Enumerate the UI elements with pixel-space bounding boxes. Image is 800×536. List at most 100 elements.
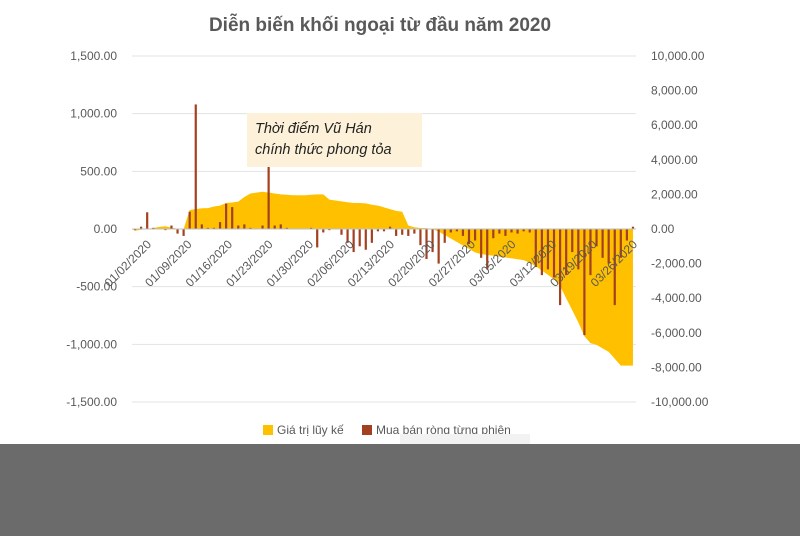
legend: Giá trị lũy kế Mua bán ròng từng phiên (263, 423, 511, 437)
daily-net-bar (206, 227, 209, 229)
annotation-callout: Thời điểm Vũ Hán chính thức phong tỏa (247, 113, 422, 167)
daily-net-bar (407, 229, 410, 236)
daily-net-bar (516, 229, 519, 234)
daily-net-bar (455, 229, 458, 232)
legend-label-daily-net: Mua bán ròng từng phiên (376, 423, 511, 437)
daily-net-bar (601, 229, 604, 258)
legend-label-cumulative: Giá trị lũy kế (277, 423, 344, 437)
daily-net-bar (285, 227, 288, 229)
daily-net-bar (419, 229, 422, 246)
left-axis-tick-label: 1,000.00 (70, 107, 117, 121)
daily-net-bar (546, 229, 550, 270)
cumulative-area (132, 191, 633, 366)
daily-net-bar (200, 224, 203, 229)
daily-net-bar (146, 212, 149, 229)
daily-net-bar (534, 229, 537, 268)
daily-net-bar (382, 229, 386, 232)
daily-net-bar (182, 229, 185, 236)
daily-net-bar (467, 229, 471, 244)
daily-net-bar (625, 229, 628, 241)
daily-net-bar (310, 227, 313, 229)
daily-net-bar (170, 225, 173, 229)
daily-net-bar (152, 227, 155, 229)
legend-overlay-strip (400, 434, 530, 446)
legend-swatch-daily-net (362, 425, 372, 435)
daily-net-bar (249, 227, 252, 229)
daily-net-bar (528, 229, 531, 233)
daily-net-bar (243, 224, 246, 229)
daily-net-bar (565, 229, 568, 276)
daily-net-bar (340, 229, 343, 235)
daily-net-bar (607, 229, 610, 264)
daily-net-bar (492, 229, 495, 239)
daily-net-bar (589, 229, 592, 276)
daily-net-bar (225, 203, 228, 229)
daily-net-bar (461, 229, 465, 236)
annotation-line-2: chính thức phong tỏa (255, 142, 392, 158)
daily-net-bar (376, 229, 380, 232)
daily-net-bar (237, 225, 240, 229)
right-axis-tick-label: -8,000.00 (651, 360, 702, 374)
annotation-line-1: Thời điểm Vũ Hán (255, 121, 372, 137)
left-axis-tick-label: 1,500.00 (70, 49, 117, 63)
daily-net-bar (595, 229, 598, 247)
daily-net-bar (212, 227, 216, 229)
daily-net-bar (473, 229, 477, 241)
area-layer (132, 191, 633, 366)
right-axis-tick-label: 8,000.00 (651, 84, 698, 98)
right-axis-ticks: 10,000.00 8,000.00 6,000.00 4,000.00 2,000.0… (651, 49, 709, 409)
daily-net-bar (395, 229, 398, 236)
daily-net-bar (231, 207, 234, 229)
daily-net-bar (577, 229, 580, 270)
daily-net-bar (480, 229, 483, 258)
bottom-gray-band (0, 444, 800, 536)
legend-swatch-cumulative (263, 425, 273, 435)
right-axis-tick-label: 4,000.00 (651, 153, 698, 167)
daily-net-bar (273, 225, 276, 229)
daily-net-bar (619, 229, 622, 258)
daily-net-bar (316, 229, 319, 248)
daily-net-bar (437, 229, 440, 264)
daily-net-bar (176, 229, 179, 234)
right-axis-tick-label: 6,000.00 (651, 118, 698, 132)
daily-net-bar (486, 229, 489, 270)
daily-net-bar (188, 211, 191, 229)
left-axis-tick-label: -500.00 (76, 280, 117, 294)
bar-layer (133, 104, 635, 336)
right-axis-tick-label: -10,000.00 (651, 395, 709, 409)
daily-net-bar (322, 229, 325, 233)
daily-net-bar (218, 222, 222, 229)
left-axis-tick-label: 0.00 (94, 222, 118, 236)
daily-net-bar (194, 104, 197, 229)
right-axis-tick-label: -6,000.00 (651, 326, 702, 340)
daily-net-bar (522, 229, 525, 232)
left-axis-tick-label: 500.00 (80, 164, 117, 178)
daily-net-bar (613, 229, 616, 306)
daily-net-bar (413, 229, 416, 234)
daily-net-bar (559, 229, 562, 306)
daily-net-bar (583, 229, 586, 336)
daily-net-bar (401, 229, 404, 235)
daily-net-bar (164, 229, 167, 231)
daily-net-bar (346, 229, 349, 243)
daily-net-bar (388, 226, 392, 229)
daily-net-bar (425, 229, 428, 259)
daily-net-bar (510, 229, 513, 233)
daily-net-bar (504, 229, 507, 236)
daily-net-bar (261, 225, 264, 229)
daily-net-bar (449, 229, 452, 233)
left-axis-tick-label: -1,000.00 (66, 337, 117, 351)
daily-net-bar (431, 229, 434, 253)
right-axis-tick-label: -2,000.00 (651, 257, 702, 271)
daily-net-bar (571, 229, 574, 253)
daily-net-bar (370, 229, 373, 243)
right-axis-tick-label: 2,000.00 (651, 187, 698, 201)
daily-net-bar (140, 226, 143, 229)
daily-net-bar (352, 229, 355, 253)
daily-net-bar (279, 224, 282, 229)
daily-net-bar (443, 229, 446, 243)
daily-net-bar (552, 229, 556, 278)
daily-net-bar (328, 229, 331, 231)
